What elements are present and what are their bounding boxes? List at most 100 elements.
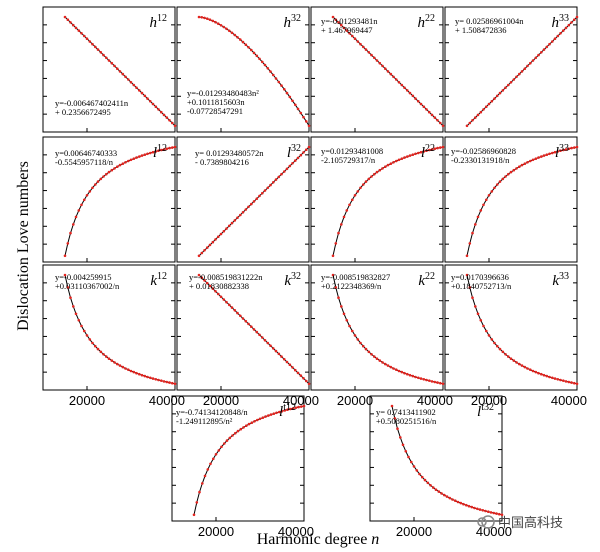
data-point-l22-12 bbox=[364, 180, 368, 183]
data-point-lt32-16 bbox=[434, 488, 438, 492]
data-point-h32-29 bbox=[277, 80, 281, 84]
data-point-lt12-5 bbox=[206, 468, 210, 471]
data-point-h22-25 bbox=[400, 83, 404, 87]
data-point-k32-7 bbox=[217, 292, 220, 296]
data-point-h33-30 bbox=[548, 42, 551, 46]
data-point-h12-1 bbox=[66, 18, 70, 22]
data-point-k32-23 bbox=[261, 336, 264, 339]
equation-line-l33-0: y=-0.02586960828 bbox=[451, 146, 516, 156]
data-point-k32-32 bbox=[285, 360, 289, 364]
data-point-k32-11 bbox=[228, 303, 231, 307]
data-point-h12-32 bbox=[151, 102, 155, 106]
data-point-l22-21 bbox=[389, 162, 393, 165]
data-point-l12-6 bbox=[80, 203, 83, 207]
data-point-k33-38 bbox=[570, 381, 573, 384]
data-point-k32-28 bbox=[274, 349, 278, 353]
data-point-k22-12 bbox=[364, 347, 368, 351]
data-point-lt32-12 bbox=[423, 478, 427, 482]
data-point-k32-1 bbox=[200, 276, 204, 280]
data-point-k33-21 bbox=[523, 365, 527, 369]
equation-line-k22-1: +0.2122348369/n bbox=[321, 281, 382, 291]
data-point-k32-22 bbox=[258, 333, 261, 337]
data-point-k32-2 bbox=[203, 279, 206, 282]
data-point-k33-26 bbox=[537, 371, 540, 375]
data-point-k12-19 bbox=[116, 362, 119, 366]
data-point-h32-21 bbox=[255, 54, 259, 58]
data-point-l32-10 bbox=[225, 227, 228, 230]
data-point-l12-5 bbox=[77, 209, 81, 212]
data-point-lt32-19 bbox=[443, 493, 446, 497]
data-point-l32-22 bbox=[258, 194, 261, 198]
data-point-l33-39 bbox=[573, 146, 576, 149]
data-point-l22-16 bbox=[375, 170, 379, 174]
data-point-h33-14 bbox=[504, 86, 507, 89]
data-point-h32-37 bbox=[299, 111, 303, 115]
data-point-l32-40 bbox=[307, 145, 311, 149]
data-point-h32-31 bbox=[283, 88, 286, 91]
data-point-l33-27 bbox=[540, 155, 543, 158]
data-point-l22-6 bbox=[348, 203, 351, 207]
panel-symbol-lt12: lt12 bbox=[279, 402, 296, 420]
data-point-h33-31 bbox=[551, 40, 554, 43]
data-point-h33-7 bbox=[485, 105, 488, 108]
equation-line-lt32-0: y= 0.7413411902 bbox=[376, 407, 436, 417]
data-point-h22-27 bbox=[406, 89, 409, 92]
data-point-h22-6 bbox=[348, 32, 351, 35]
data-point-l32-38 bbox=[302, 151, 305, 154]
data-point-lt12-24 bbox=[258, 417, 262, 421]
data-point-k12-34 bbox=[157, 378, 160, 382]
data-point-k22-0 bbox=[331, 273, 335, 277]
data-point-k32-18 bbox=[247, 322, 250, 326]
data-point-h12-3 bbox=[72, 23, 75, 27]
data-point-k32-3 bbox=[206, 281, 209, 285]
data-point-k32-25 bbox=[266, 341, 270, 345]
data-point-k22-25 bbox=[400, 370, 404, 374]
data-point-lt32-29 bbox=[470, 505, 474, 509]
equation-line-h32-1: +0.1011815603n bbox=[187, 97, 245, 107]
data-point-h22-1 bbox=[334, 18, 338, 22]
equation-line-k33-0: y=0.0170396636 bbox=[451, 272, 509, 282]
data-point-h32-13 bbox=[233, 33, 237, 37]
data-point-h33-9 bbox=[490, 100, 494, 103]
x-axis-label-text: Harmonic degree bbox=[257, 531, 372, 548]
panel-frame-l22 bbox=[310, 136, 444, 263]
data-point-h33-17 bbox=[512, 78, 516, 81]
data-point-h12-12 bbox=[96, 48, 100, 51]
data-point-l32-3 bbox=[206, 246, 209, 249]
data-point-k33-34 bbox=[559, 378, 562, 382]
data-point-l33-16 bbox=[509, 170, 513, 174]
data-point-l12-28 bbox=[140, 154, 144, 157]
x-tick-label-k33-1: 40000 bbox=[551, 393, 587, 408]
equation-line-l32-1: - 0.7389804216 bbox=[195, 157, 249, 167]
data-point-k32-31 bbox=[283, 358, 286, 361]
panel-k22: y=-0.008519832827+0.2122348369/n k22 20000… bbox=[310, 264, 453, 408]
data-point-h22-10 bbox=[359, 42, 362, 46]
data-point-k12-26 bbox=[135, 371, 138, 375]
panel-h12: y=-0.006467402411n+ 0.2356672495 h12 bbox=[42, 6, 177, 133]
data-point-lt12-12 bbox=[225, 439, 229, 442]
data-point-l32-24 bbox=[263, 189, 267, 192]
data-point-l12-13 bbox=[99, 177, 103, 181]
data-point-k12-17 bbox=[110, 359, 114, 362]
data-point-l22-8 bbox=[353, 194, 357, 197]
data-point-h32-30 bbox=[280, 84, 283, 87]
equation-line-l32-0: y= 0.01293480572n bbox=[195, 148, 264, 158]
data-point-k33-11 bbox=[496, 344, 499, 348]
data-point-l22-30 bbox=[414, 152, 417, 156]
data-point-k22-10 bbox=[359, 341, 362, 345]
data-point-k12-28 bbox=[140, 373, 144, 377]
data-point-lt32-27 bbox=[465, 503, 468, 507]
data-point-l33-12 bbox=[498, 180, 502, 183]
data-point-h32-23 bbox=[261, 60, 264, 64]
data-point-h32-0 bbox=[197, 15, 201, 19]
data-point-lt32-35 bbox=[487, 510, 490, 513]
data-point-l22-39 bbox=[439, 146, 442, 149]
watermark-logo-ring-icon bbox=[477, 517, 487, 527]
data-point-h12-14 bbox=[102, 53, 105, 57]
data-point-k33-29 bbox=[545, 374, 549, 378]
data-point-k33-12 bbox=[498, 347, 502, 351]
panel-h22: y=-0.01293481n+ 1.467969447 h22 bbox=[310, 6, 445, 133]
data-point-h22-32 bbox=[419, 102, 423, 106]
data-point-h22-13 bbox=[367, 51, 371, 54]
